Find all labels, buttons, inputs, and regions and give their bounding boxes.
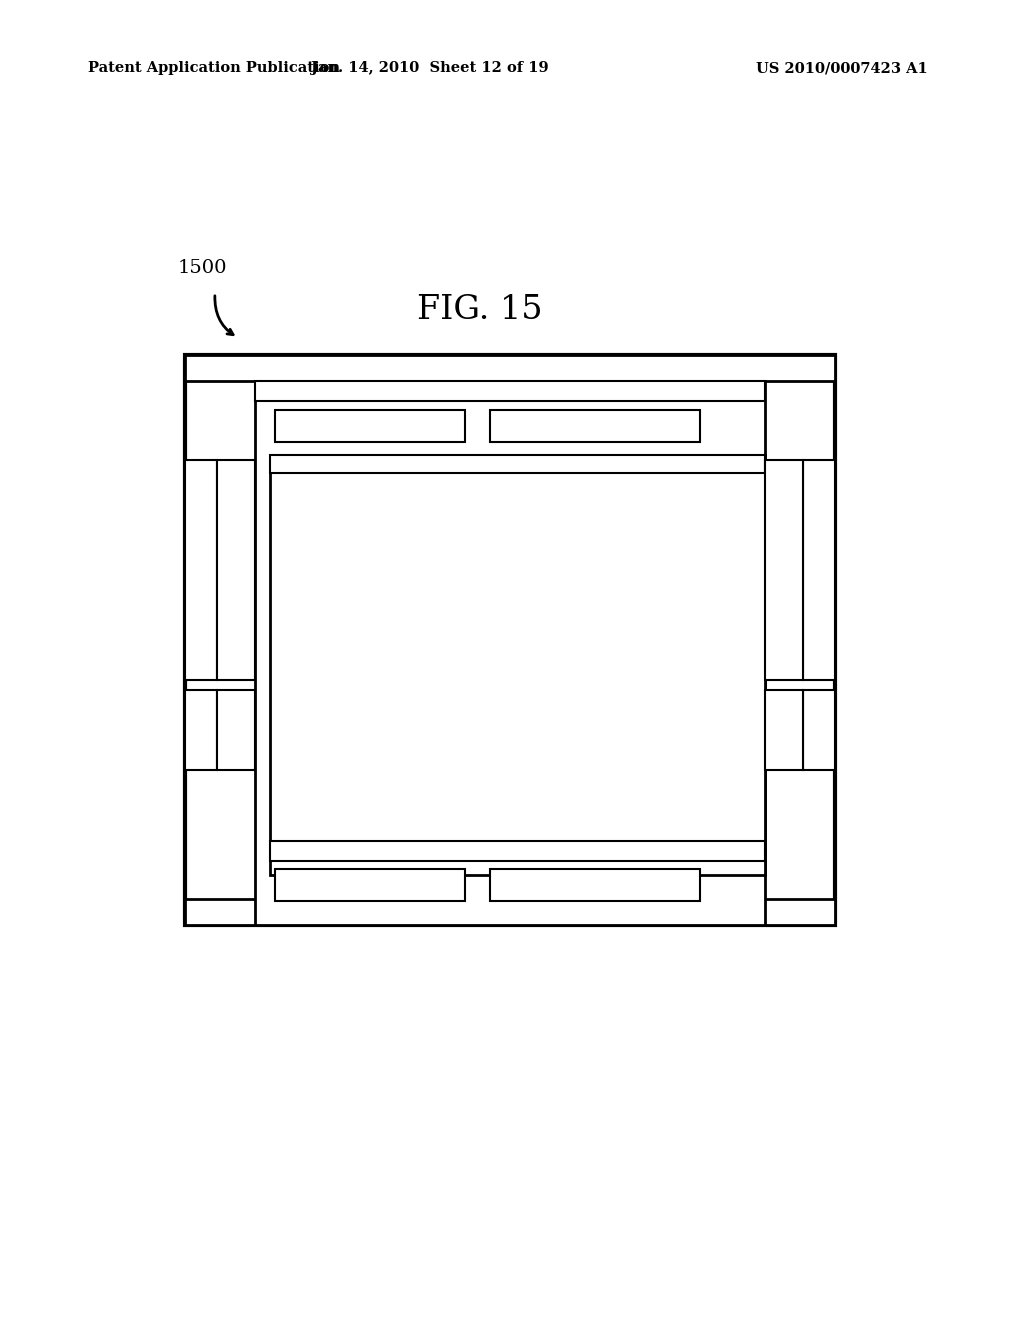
Text: FIG. 15: FIG. 15 <box>417 294 543 326</box>
Bar <box>270 841 765 861</box>
Bar <box>185 899 835 925</box>
Bar <box>490 411 700 442</box>
Bar <box>275 869 465 902</box>
Bar <box>185 690 217 770</box>
Bar <box>275 411 465 442</box>
Bar <box>765 459 803 680</box>
Bar <box>255 381 765 401</box>
Text: Jan. 14, 2010  Sheet 12 of 19: Jan. 14, 2010 Sheet 12 of 19 <box>311 61 549 75</box>
Bar <box>765 690 803 770</box>
Text: 1500: 1500 <box>178 259 227 277</box>
Text: US 2010/0007423 A1: US 2010/0007423 A1 <box>757 61 928 75</box>
Bar <box>185 459 217 680</box>
Bar <box>255 381 765 925</box>
Bar <box>185 355 835 381</box>
Bar <box>803 459 835 680</box>
Bar <box>270 455 765 473</box>
Bar <box>270 455 765 875</box>
Bar <box>217 459 255 680</box>
Text: Patent Application Publication: Patent Application Publication <box>88 61 340 75</box>
Bar <box>803 690 835 770</box>
Bar <box>185 355 835 925</box>
Bar <box>217 690 255 770</box>
Bar <box>490 869 700 902</box>
